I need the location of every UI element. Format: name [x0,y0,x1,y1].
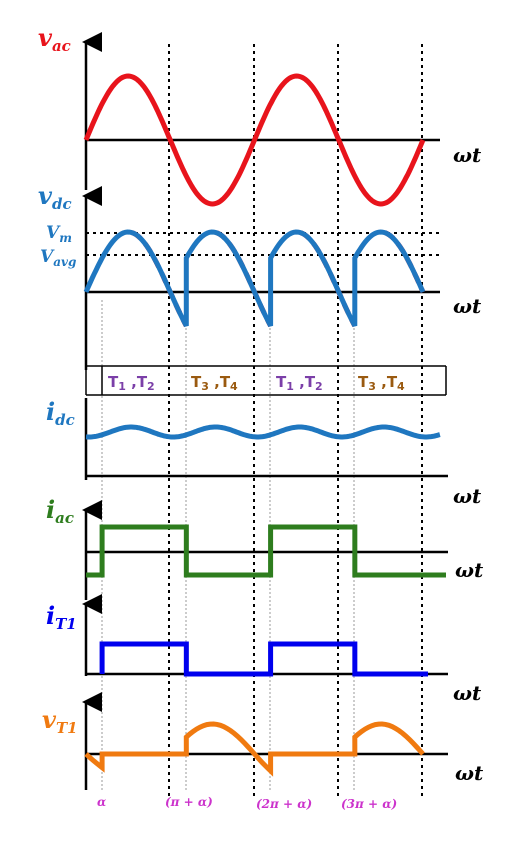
vdc-label: vdc [38,181,72,213]
it1-axis-label: ωt [453,681,482,705]
vt1-label: vT1 [42,705,78,737]
panel-idc: idc ωt [46,397,482,508]
iac-waveform [86,524,446,578]
panel-iac: iac ωt [46,495,484,600]
vac-label: vac [38,23,71,55]
conduction-label-t12-a: T1 ,T2 [108,373,155,393]
angle-label-3pi-alpha: (3π + α) [341,797,397,811]
it1-label: iT1 [46,601,77,633]
panel-vdc: vdc Vm Vavg ωt [38,181,482,370]
idc-waveform [85,424,441,440]
angle-labels: α (π + α) (2π + α) (3π + α) [97,795,397,811]
period-dotted-lines [168,44,423,800]
idc-label: idc [46,397,75,429]
vt1-axis-label: ωt [455,761,484,785]
vdc-axis-label: ωt [453,294,482,318]
iac-axis-label: ωt [455,558,484,582]
vac-waveform [83,73,426,207]
angle-label-2pi-alpha: (2π + α) [256,797,312,811]
iac-label: iac [46,495,74,527]
vdc-waveform [83,229,426,328]
it1-waveform [99,641,428,677]
vac-axis-label: ωt [453,143,482,167]
vt1-waveform [84,721,425,777]
panel-it1: iT1 ωt [46,594,482,705]
conduction-label-t12-b: T1 ,T2 [276,373,323,393]
conduction-strip: T1 ,T2 T3 ,T4 T1 ,T2 T3 ,T4 [85,365,447,396]
angle-label-alpha: α [97,795,106,809]
conduction-label-t34-a: T3 ,T4 [191,373,238,393]
idc-axis-label: ωt [453,484,482,508]
vm-label: Vm [46,223,72,245]
panel-vt1: vT1 ωt [42,692,484,790]
angle-label-pi-alpha: (π + α) [165,795,213,809]
conduction-label-t34-b: T3 ,T4 [358,373,405,393]
vavg-label: Vavg [40,247,76,269]
panel-vac: vac ωt [38,23,482,207]
